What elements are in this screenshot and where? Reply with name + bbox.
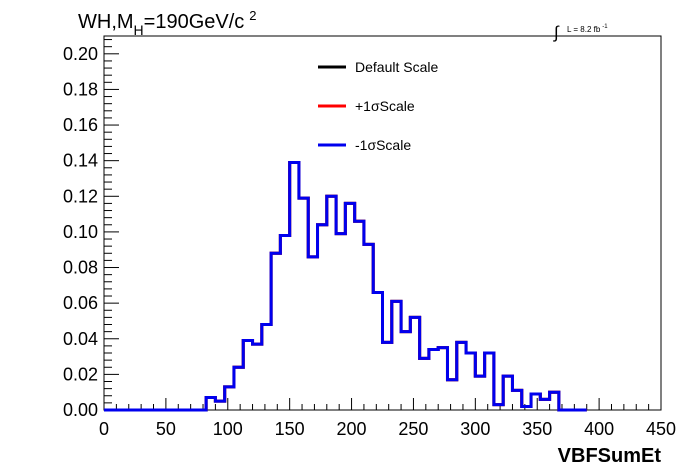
y-tick-label: 0.20 <box>63 44 98 64</box>
series-layer <box>104 160 587 412</box>
legend-label-default: Default Scale <box>355 59 438 75</box>
y-tick-label: 0.18 <box>63 79 98 99</box>
x-tick-label: 450 <box>646 419 676 439</box>
x-tick-label: 50 <box>156 419 176 439</box>
chart-title: WH,MH=190GeV/c 2 <box>78 8 257 38</box>
x-tick-label: 300 <box>460 419 490 439</box>
series-minus1sigma-scale <box>104 160 587 412</box>
x-tick-label: 350 <box>522 419 552 439</box>
y-tick-label: 0.16 <box>63 115 98 135</box>
y-tick-label: 0.02 <box>63 364 98 384</box>
x-tick-labels: 0 50 100 150 200 250 300 350 400 450 <box>99 419 676 439</box>
luminosity-integral-symbol: ∫ <box>553 23 560 42</box>
y-tick-labels: 0.00 0.02 0.04 0.06 0.08 0.10 0.12 0.14 0.16 0.18… <box>63 44 98 420</box>
legend: Default Scale +1σScale -1σScale <box>318 59 438 153</box>
x-axis-label: VBFSumEt <box>558 445 662 467</box>
y-tick-label: 0.10 <box>63 222 98 242</box>
x-tick-label: 100 <box>213 419 243 439</box>
luminosity-label: L = 8.2 fb -1 <box>567 24 608 34</box>
x-tick-label: 200 <box>337 419 367 439</box>
y-tick-label: 0.06 <box>63 293 98 313</box>
legend-label-minus1sigma: -1σScale <box>355 137 411 153</box>
series-plus1sigma-scale <box>104 160 587 412</box>
x-tick-label: 150 <box>275 419 305 439</box>
x-tick-label: 0 <box>99 419 109 439</box>
y-tick-label: 0.08 <box>63 258 98 278</box>
legend-label-plus1sigma: +1σScale <box>355 98 415 114</box>
y-tick-label: 0.04 <box>63 329 98 349</box>
y-tick-label: 0.14 <box>63 151 98 171</box>
y-tick-label: 0.12 <box>63 186 98 206</box>
axis-ticks <box>103 39 662 411</box>
y-tick-label: 0.00 <box>63 400 98 420</box>
series-default-scale <box>104 160 587 412</box>
plot-frame <box>103 35 662 411</box>
x-tick-label: 250 <box>398 419 428 439</box>
x-tick-label: 400 <box>584 419 614 439</box>
